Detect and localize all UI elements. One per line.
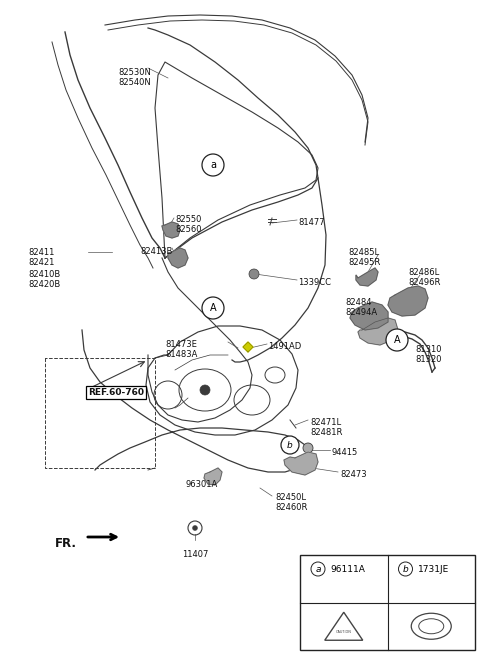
Text: b: b bbox=[403, 564, 408, 574]
Circle shape bbox=[202, 154, 224, 176]
Text: 82450L
82460R: 82450L 82460R bbox=[275, 493, 307, 512]
Polygon shape bbox=[358, 318, 398, 345]
Text: 81473E
81483A: 81473E 81483A bbox=[165, 340, 197, 359]
Text: 82410B
82420B: 82410B 82420B bbox=[28, 270, 60, 289]
Text: REF.60-760: REF.60-760 bbox=[88, 388, 144, 397]
Text: A: A bbox=[210, 303, 216, 313]
Text: 82413B: 82413B bbox=[140, 247, 172, 256]
Bar bbox=[300, 555, 475, 650]
Text: 81477: 81477 bbox=[298, 218, 324, 227]
Polygon shape bbox=[350, 302, 388, 330]
Circle shape bbox=[386, 329, 408, 351]
Text: a: a bbox=[315, 564, 321, 574]
Text: 1731JE: 1731JE bbox=[418, 564, 449, 574]
Text: 81310
81320: 81310 81320 bbox=[415, 345, 442, 365]
Ellipse shape bbox=[411, 613, 451, 639]
Polygon shape bbox=[168, 248, 188, 268]
Text: 82473: 82473 bbox=[340, 470, 367, 479]
Text: 96111A: 96111A bbox=[330, 564, 365, 574]
Text: 82550
82560: 82550 82560 bbox=[175, 215, 202, 235]
Polygon shape bbox=[356, 268, 378, 286]
Text: 96301A: 96301A bbox=[185, 480, 217, 489]
Text: 82485L
82495R: 82485L 82495R bbox=[348, 248, 380, 267]
Circle shape bbox=[200, 385, 210, 395]
Text: 82471L
82481R: 82471L 82481R bbox=[310, 418, 342, 438]
Polygon shape bbox=[162, 222, 180, 238]
Text: 82530N
82540N: 82530N 82540N bbox=[118, 68, 151, 87]
Text: 82486L
82496R: 82486L 82496R bbox=[408, 268, 440, 287]
Text: a: a bbox=[210, 160, 216, 170]
Circle shape bbox=[249, 269, 259, 279]
Text: 82411
82421: 82411 82421 bbox=[28, 248, 54, 267]
Text: 82484
82494A: 82484 82494A bbox=[345, 298, 377, 317]
Text: b: b bbox=[287, 440, 293, 449]
Text: A: A bbox=[394, 335, 400, 345]
Text: 94415: 94415 bbox=[332, 448, 358, 457]
Circle shape bbox=[281, 436, 299, 454]
Text: 1491AD: 1491AD bbox=[268, 342, 301, 351]
Circle shape bbox=[202, 297, 224, 319]
Polygon shape bbox=[284, 452, 318, 475]
Polygon shape bbox=[243, 342, 253, 352]
Text: FR.: FR. bbox=[55, 537, 77, 550]
Text: CAUTION: CAUTION bbox=[336, 630, 352, 634]
Circle shape bbox=[303, 443, 313, 453]
Polygon shape bbox=[204, 468, 222, 485]
Text: 11407: 11407 bbox=[182, 550, 208, 559]
Circle shape bbox=[192, 526, 197, 530]
Polygon shape bbox=[388, 286, 428, 316]
Circle shape bbox=[398, 562, 412, 576]
Ellipse shape bbox=[419, 619, 444, 634]
Text: 1339CC: 1339CC bbox=[298, 278, 331, 287]
Circle shape bbox=[311, 562, 325, 576]
